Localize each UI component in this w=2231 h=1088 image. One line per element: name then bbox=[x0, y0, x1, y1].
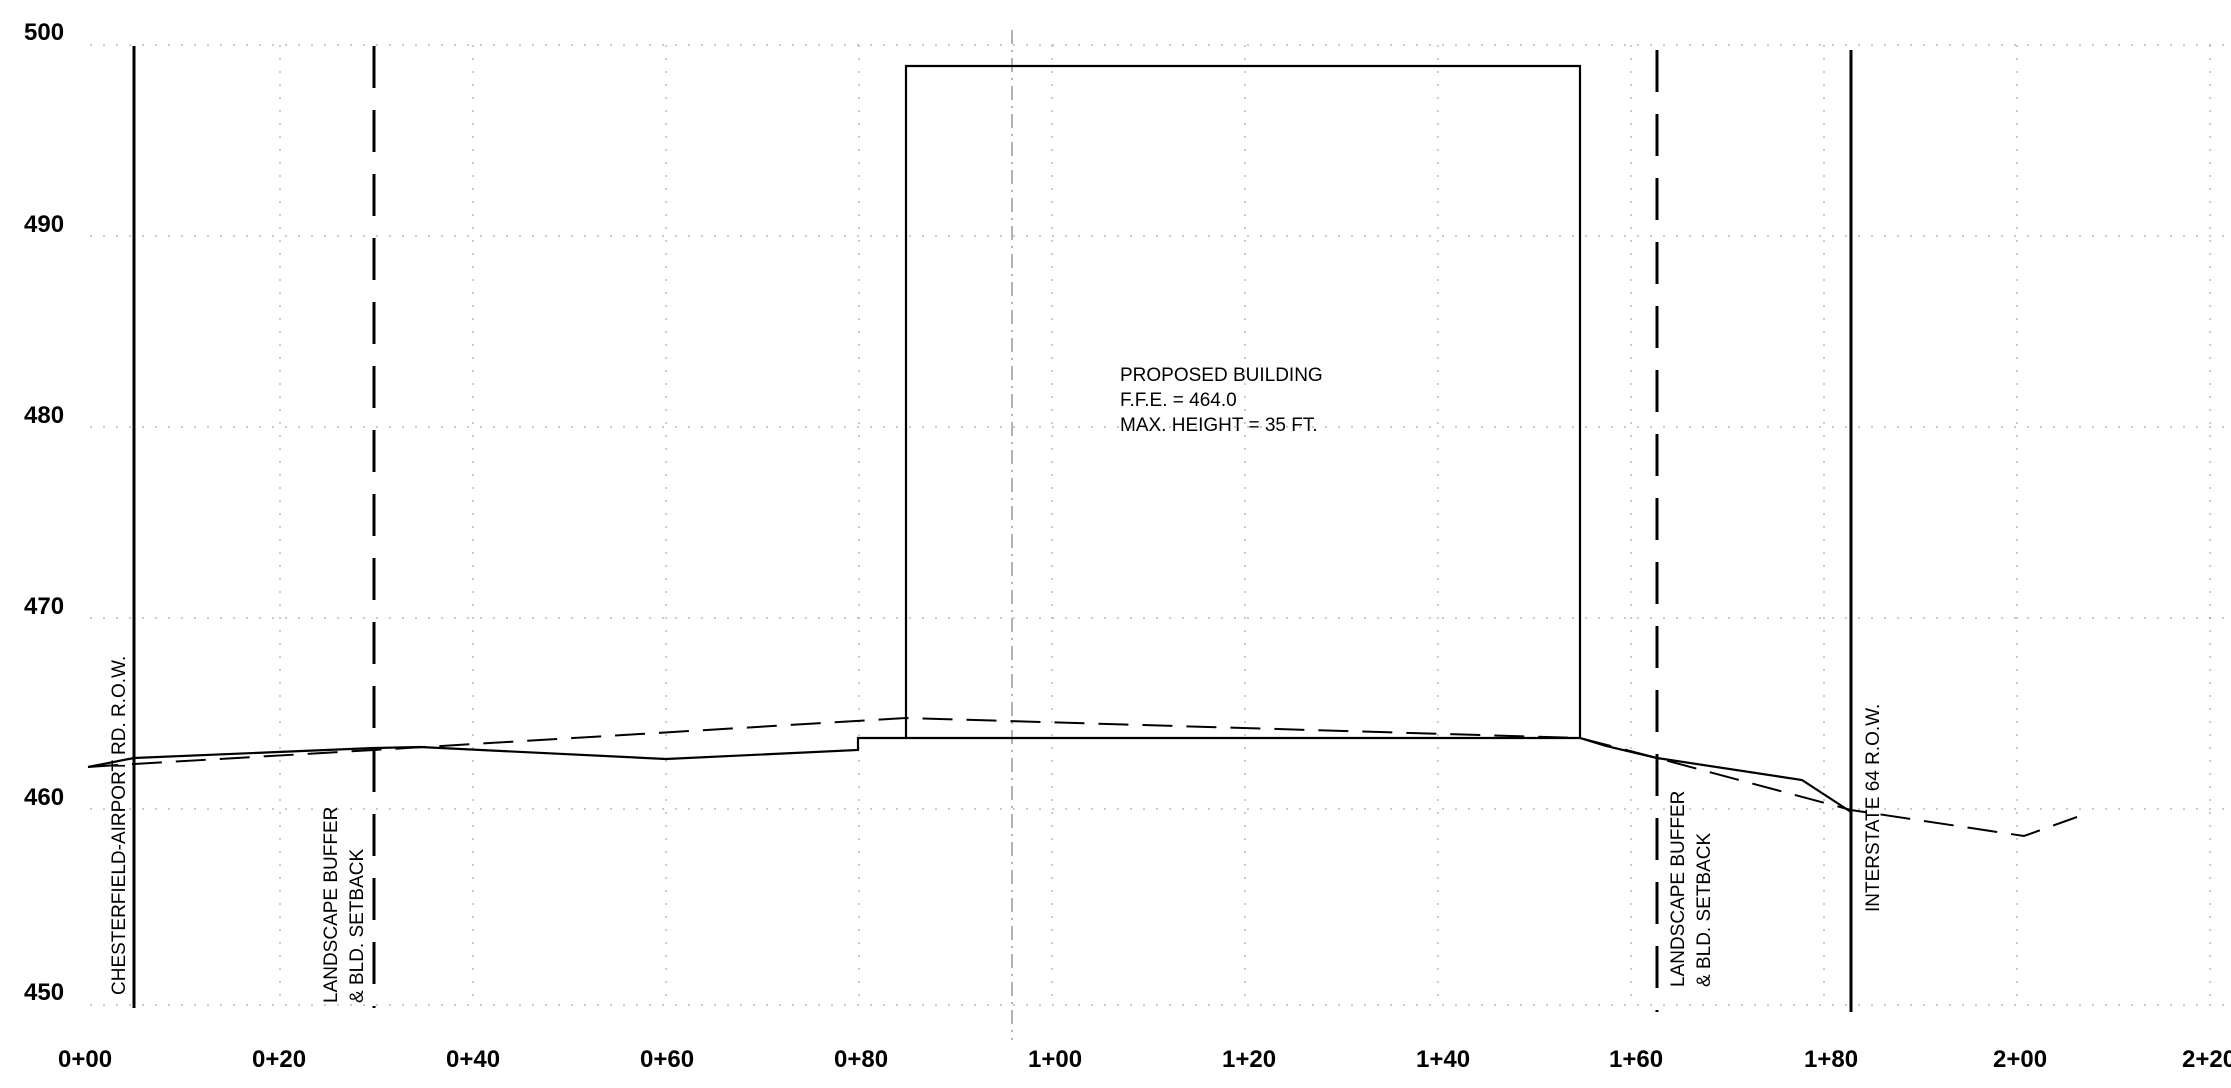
left-buffer-label-line1: LANDSCAPE BUFFER bbox=[321, 807, 342, 1003]
station-label: 0+00 bbox=[58, 1046, 112, 1073]
elevation-axis: 500 490 480 470 460 450 bbox=[24, 19, 64, 1006]
left-buffer-label-line2: & BLD. SETBACK bbox=[347, 849, 368, 1003]
station-label: 0+60 bbox=[640, 1046, 694, 1073]
grid bbox=[90, 44, 2231, 1006]
interstate-row-label: INTERSTATE 64 R.O.W. bbox=[1863, 704, 1884, 912]
elevation-label: 450 bbox=[24, 979, 64, 1006]
station-label: 0+80 bbox=[834, 1046, 888, 1073]
building-note-height: MAX. HEIGHT = 35 FT. bbox=[1120, 415, 1318, 436]
elevation-label: 470 bbox=[24, 593, 64, 620]
station-label: 2+00 bbox=[1993, 1046, 2047, 1073]
building-note-ffe: F.F.E. = 464.0 bbox=[1120, 390, 1237, 411]
elevation-label: 490 bbox=[24, 211, 64, 238]
station-label: 1+80 bbox=[1804, 1046, 1858, 1073]
station-label: 1+20 bbox=[1222, 1046, 1276, 1073]
station-label: 2+20 bbox=[2182, 1046, 2231, 1073]
station-label: 1+60 bbox=[1609, 1046, 1663, 1073]
station-label: 0+20 bbox=[252, 1046, 306, 1073]
building-note-title: PROPOSED BUILDING bbox=[1120, 365, 1323, 386]
elevation-label: 480 bbox=[24, 402, 64, 429]
elevation-label: 460 bbox=[24, 784, 64, 811]
station-label: 1+40 bbox=[1416, 1046, 1470, 1073]
station-label: 1+00 bbox=[1028, 1046, 1082, 1073]
right-buffer-label-line2: & BLD. SETBACK bbox=[1694, 833, 1715, 987]
elevation-label: 500 bbox=[24, 19, 64, 46]
proposed-grade-line bbox=[87, 736, 1852, 813]
station-label: 0+40 bbox=[446, 1046, 500, 1073]
station-axis: 0+00 0+20 0+40 0+60 0+80 1+00 1+20 1+40 … bbox=[58, 1046, 2231, 1073]
right-buffer-label-line1: LANDSCAPE BUFFER bbox=[1668, 791, 1689, 987]
chesterfield-row-label: CHESTERFIELD-AIRPORT RD. R.O.W. bbox=[109, 656, 130, 995]
proposed-building-outline bbox=[904, 64, 1582, 738]
building-note: PROPOSED BUILDING F.F.E. = 464.0 MAX. HE… bbox=[1120, 365, 1323, 436]
